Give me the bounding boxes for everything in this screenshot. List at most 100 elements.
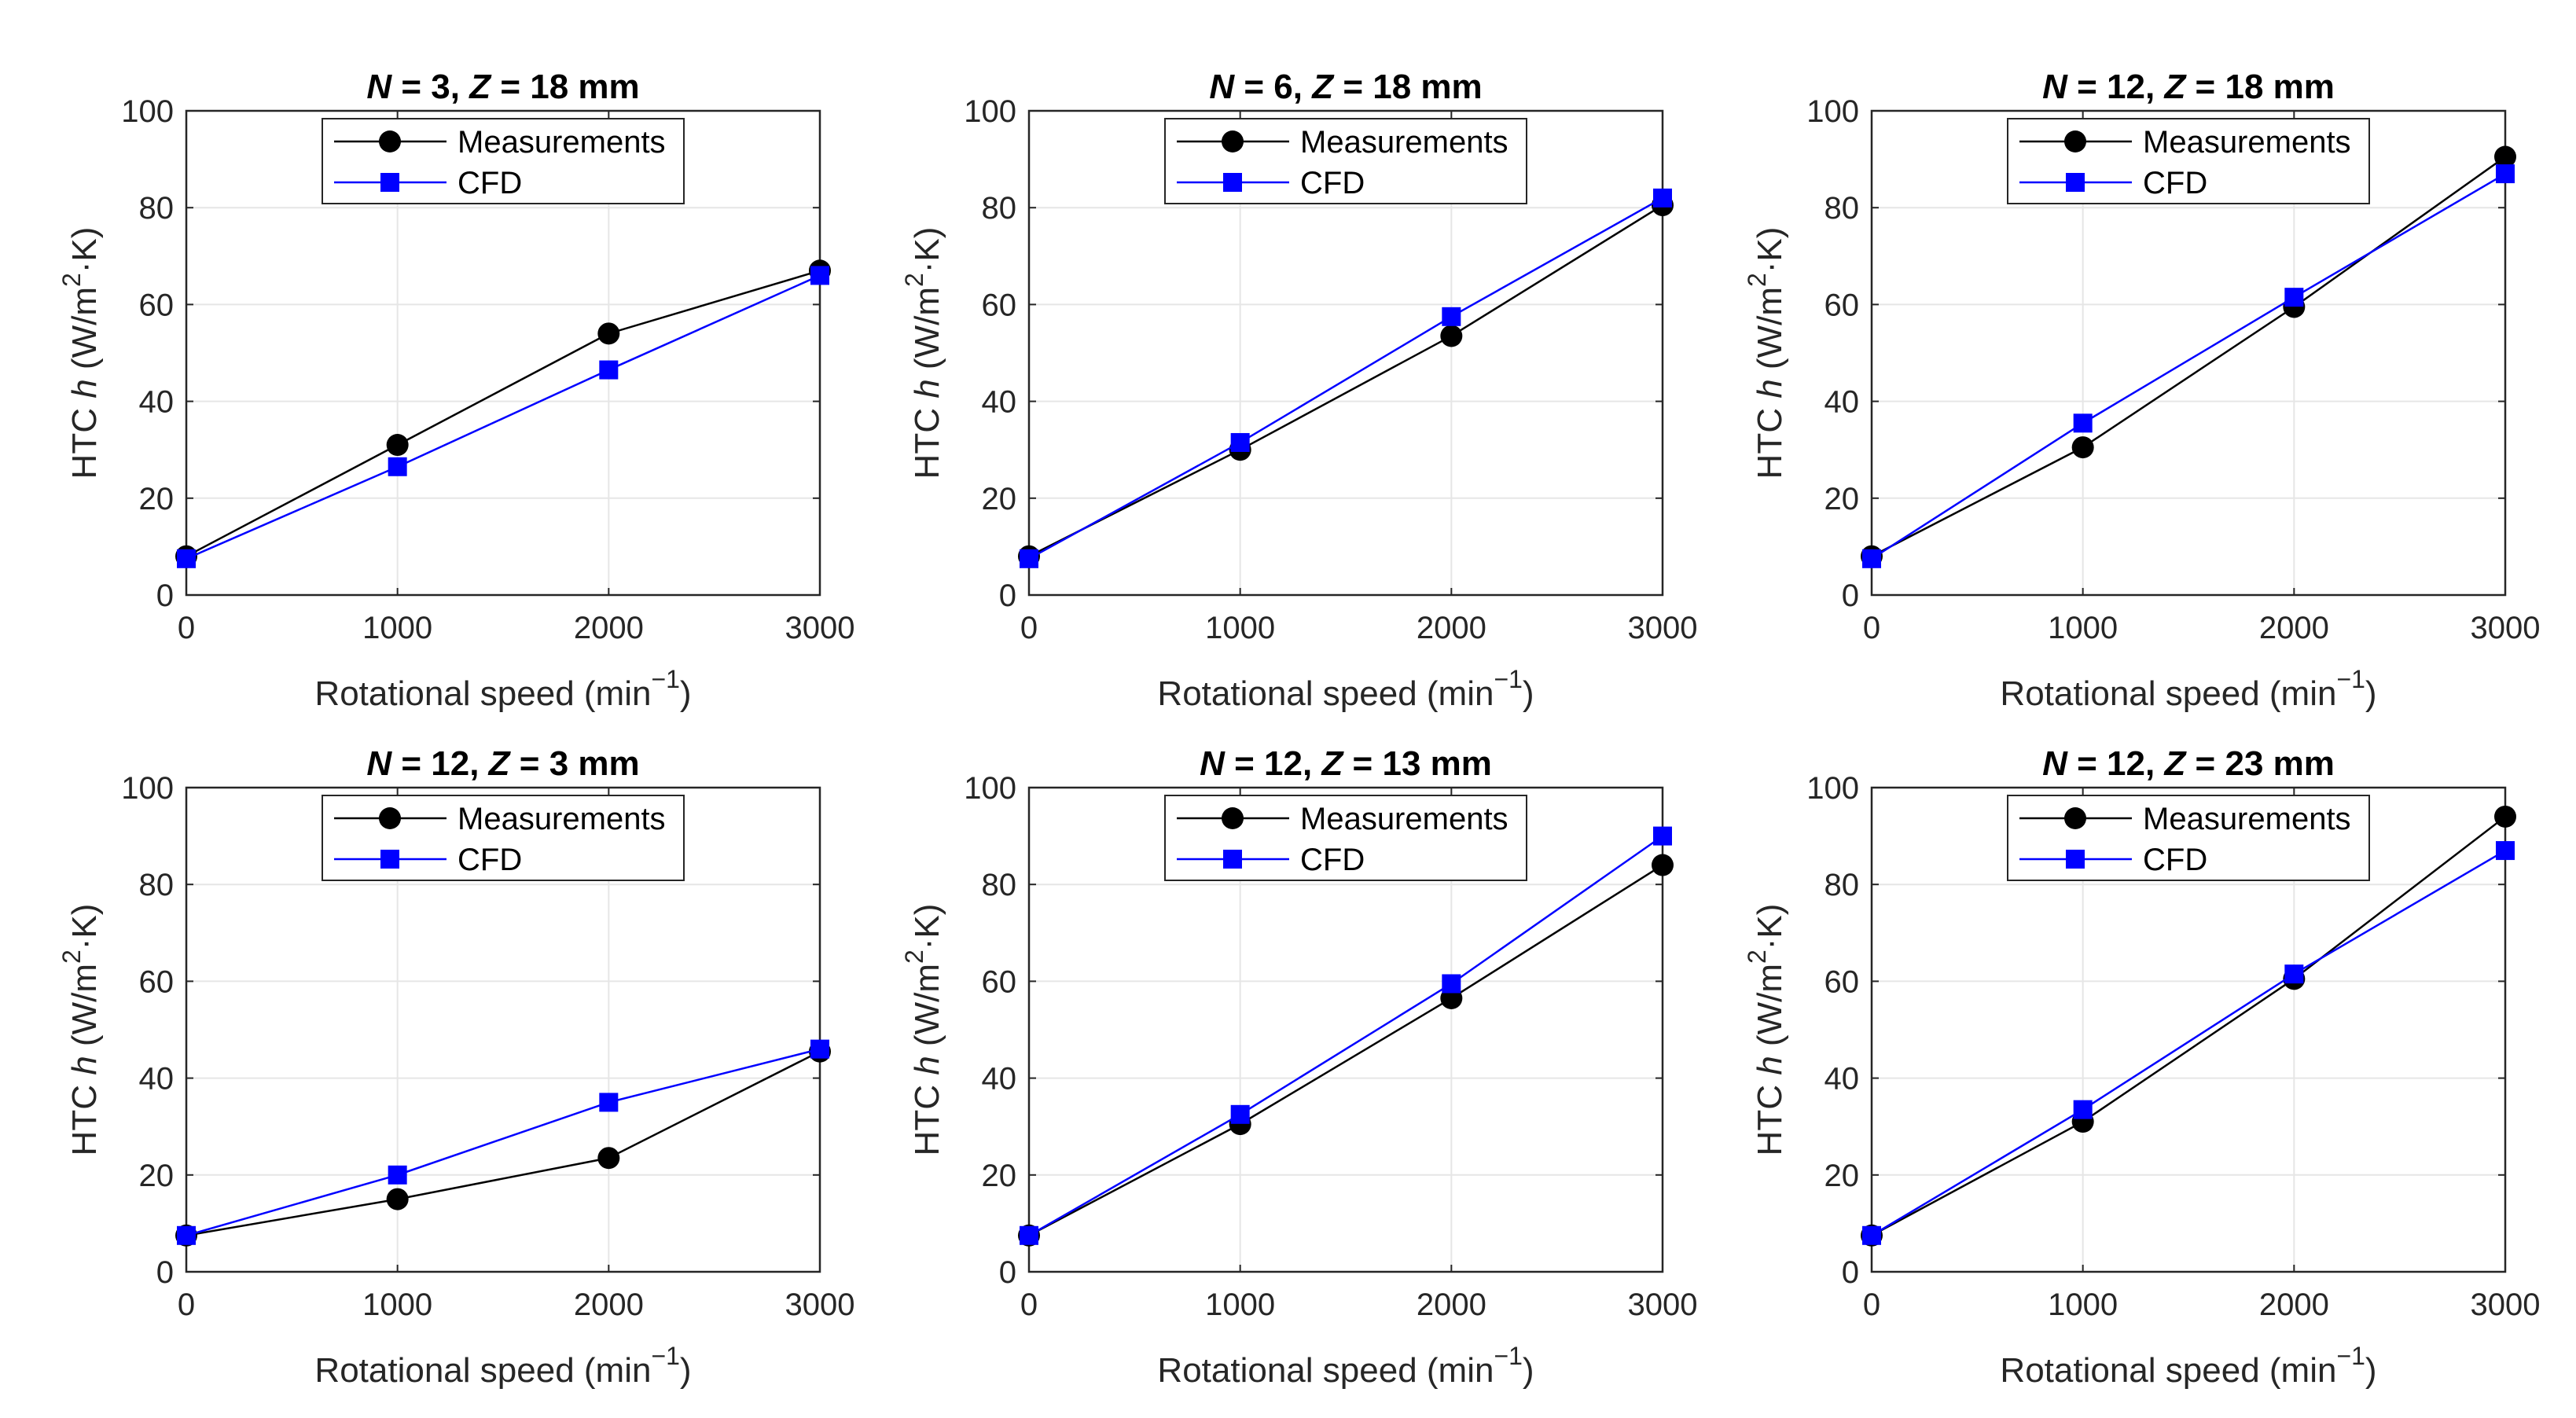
data-point-cfd <box>1020 1225 1038 1245</box>
data-point-measurements <box>2071 436 2094 459</box>
x-axis-label: Rotational speed (min−1) <box>1157 1342 1534 1390</box>
y-tick-label: 40 <box>1825 1062 1860 1097</box>
x-tick-label: 2000 <box>574 1288 644 1322</box>
series-line-cfd <box>1871 850 2506 1236</box>
data-point-measurements <box>1440 325 1463 347</box>
data-point-cfd <box>177 1225 196 1245</box>
x-tick-label: 2000 <box>1417 611 1486 645</box>
legend-marker-cfd <box>2066 173 2085 192</box>
y-tick-label: 80 <box>139 191 175 226</box>
legend-marker-measurements <box>1222 130 1244 152</box>
y-tick-label: 100 <box>121 771 174 806</box>
x-tick-label: 1000 <box>362 611 432 645</box>
series-line-measurements <box>1871 815 2506 1236</box>
data-point-cfd <box>1862 1225 1881 1245</box>
data-point-measurements <box>386 1188 409 1210</box>
data-point-cfd <box>599 360 619 380</box>
y-tick-label: 100 <box>1806 94 1859 129</box>
data-point-cfd <box>1442 974 1461 994</box>
data-point-cfd <box>2284 964 2304 984</box>
legend-label: CFD <box>1300 166 1365 200</box>
x-axis-label: Rotational speed (min−1) <box>2000 665 2376 713</box>
legend-label: CFD <box>2143 166 2207 200</box>
legend-marker-cfd <box>380 173 399 192</box>
chart-title: N = 12, Z = 3 mm <box>366 744 639 783</box>
x-tick-label: 1000 <box>1205 1288 1275 1322</box>
y-tick-label: 40 <box>139 1062 175 1097</box>
data-point-cfd <box>1442 307 1461 326</box>
x-axis-label: Rotational speed (min−1) <box>1157 665 1534 713</box>
x-tick-label: 0 <box>178 611 195 645</box>
y-tick-label: 100 <box>964 771 1016 806</box>
series-line-cfd <box>1871 173 2506 560</box>
series-line-measurements <box>1028 204 1663 557</box>
legend: Measurements CFD <box>322 795 685 881</box>
y-axis-label: HTC h (W/m2·K) <box>57 904 104 1156</box>
series-line-cfd <box>186 274 821 560</box>
series-line-measurements <box>186 270 821 557</box>
series-line-measurements <box>186 1050 821 1237</box>
x-tick-label: 0 <box>1020 611 1038 645</box>
y-tick-label: 60 <box>982 964 1017 999</box>
y-tick-label: 20 <box>982 482 1017 516</box>
legend-marker-cfd <box>1223 850 1242 869</box>
legend-marker-measurements <box>379 130 401 152</box>
subplot-2: 0 1000 2000 3000 0 20 40 60 80 100 N = 6, Z = 18 m… <box>900 68 1697 713</box>
y-tick-label: 40 <box>1825 385 1860 420</box>
x-tick-label: 0 <box>1020 1288 1038 1322</box>
x-tick-label: 3000 <box>1628 611 1698 645</box>
y-tick-label: 60 <box>1825 964 1860 999</box>
legend-marker-cfd <box>380 850 399 869</box>
legend-label: CFD <box>458 843 522 877</box>
y-tick-label: 20 <box>139 1159 175 1193</box>
y-tick-label: 0 <box>156 1255 174 1290</box>
legend: Measurements CFD <box>1164 795 1527 881</box>
subplot-4: 0 1000 2000 3000 0 20 40 60 80 100 N = 12, Z = 3 m… <box>57 744 854 1390</box>
chart-title: N = 12, Z = 13 mm <box>1200 744 1492 783</box>
x-tick-label: 3000 <box>1628 1288 1698 1322</box>
x-tick-label: 2000 <box>1417 1288 1486 1322</box>
legend-marker-cfd <box>2066 850 2085 869</box>
data-point-cfd <box>2073 1100 2093 1119</box>
legend-label: CFD <box>1300 843 1365 877</box>
y-tick-label: 60 <box>982 288 1017 322</box>
x-tick-label: 1000 <box>2048 611 2118 645</box>
x-tick-label: 0 <box>1863 1288 1880 1322</box>
y-tick-label: 40 <box>982 385 1017 420</box>
data-point-measurements <box>1652 854 1674 876</box>
subplot-5: 0 1000 2000 3000 0 20 40 60 80 100 N = 12, Z = 13 … <box>900 744 1697 1390</box>
series-line-measurements <box>1028 864 1663 1236</box>
data-point-cfd <box>1862 549 1881 568</box>
y-tick-label: 60 <box>139 964 175 999</box>
y-tick-label: 20 <box>1825 482 1860 516</box>
axes-box <box>1870 786 2507 1273</box>
axes-box <box>185 786 821 1273</box>
subplot-1: 0 1000 2000 3000 0 20 40 60 80 100 N = 3, Z = 18 m… <box>57 68 854 713</box>
subplot-3: 0 1000 2000 3000 0 20 40 60 80 100 N = 12, Z = 18 … <box>1743 68 2540 713</box>
data-point-cfd <box>1020 549 1038 568</box>
y-tick-label: 100 <box>1806 771 1859 806</box>
legend-label: Measurements <box>458 125 666 160</box>
data-point-cfd <box>1230 432 1250 452</box>
series-line-cfd <box>1028 197 1663 560</box>
y-tick-label: 20 <box>1825 1159 1860 1193</box>
x-tick-label: 3000 <box>2471 611 2541 645</box>
y-axis-label: HTC h (W/m2·K) <box>900 904 946 1156</box>
y-axis-label: HTC h (W/m2·K) <box>57 227 104 479</box>
y-tick-label: 80 <box>139 868 175 902</box>
data-point-cfd <box>599 1093 619 1112</box>
y-tick-label: 40 <box>982 1062 1017 1097</box>
data-point-cfd <box>810 266 829 285</box>
y-tick-label: 20 <box>139 482 175 516</box>
y-tick-label: 0 <box>999 579 1016 613</box>
data-point-cfd <box>1230 1104 1250 1124</box>
data-point-measurements <box>597 322 620 345</box>
axes-box <box>185 109 821 597</box>
chart-title: N = 12, Z = 18 mm <box>2042 68 2335 106</box>
legend-label: CFD <box>458 166 522 200</box>
x-axis-label: Rotational speed (min−1) <box>314 1342 691 1390</box>
y-tick-label: 80 <box>982 868 1017 902</box>
legend: Measurements CFD <box>2007 118 2370 204</box>
subplot-6: 0 1000 2000 3000 0 20 40 60 80 100 N = 12, Z = 23 … <box>1743 744 2540 1390</box>
